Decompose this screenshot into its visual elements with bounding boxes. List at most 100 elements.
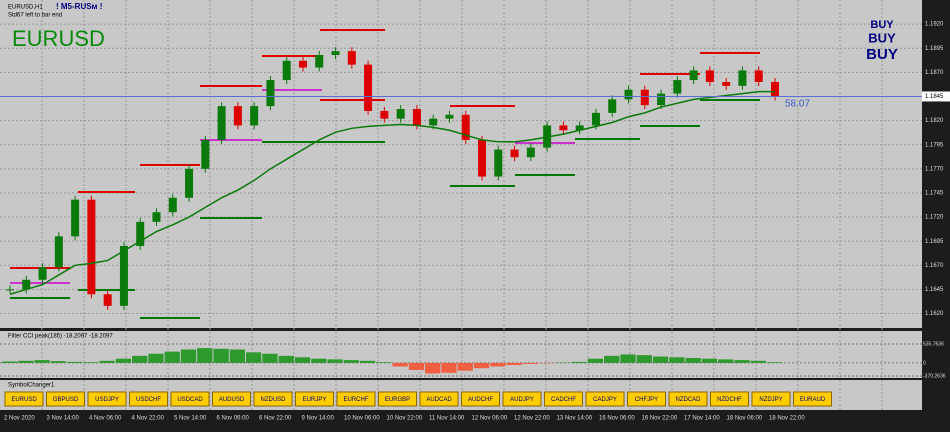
buy-signal: BUY	[868, 30, 896, 45]
candle	[22, 279, 31, 290]
symbol-button-label[interactable]: AUDUSD	[219, 397, 245, 403]
symbol-button[interactable]	[751, 391, 791, 407]
symbol-button-label[interactable]: AUDJPY	[510, 397, 534, 403]
osc-bar	[473, 362, 490, 369]
symbol-button[interactable]	[502, 391, 542, 407]
osc-bar	[408, 362, 425, 370]
candle	[364, 64, 373, 111]
candle	[71, 199, 80, 237]
symbol-button[interactable]	[585, 391, 625, 407]
symbol-button-label[interactable]: NZDJPY	[759, 397, 782, 403]
symbol-button-label[interactable]: USDCHF	[136, 397, 161, 403]
osc-bar	[636, 355, 652, 363]
time-label: 12 Nov 06:00	[472, 416, 508, 422]
time-axis-bg	[0, 410, 950, 432]
candle	[461, 114, 470, 140]
symbol-button[interactable]	[87, 391, 127, 407]
symbol-button[interactable]	[4, 391, 44, 407]
symbol-button[interactable]	[295, 391, 334, 407]
osc-bar	[457, 362, 473, 371]
symbol-button-label[interactable]: AUDCHF	[468, 397, 493, 403]
candle	[445, 114, 454, 119]
candle	[396, 109, 405, 119]
symbol-button-label[interactable]: GBPUSD	[53, 397, 79, 403]
symbol-button[interactable]	[212, 391, 251, 407]
candle	[87, 199, 96, 295]
symbol-button-label[interactable]: EURCHF	[344, 397, 369, 403]
candle	[624, 89, 633, 100]
time-label: 10 Nov 22:00	[387, 416, 423, 422]
time-label: 3 Nov 14:00	[47, 416, 80, 422]
candle	[315, 54, 324, 68]
osc-bar	[229, 349, 246, 363]
symbol-panel-title: SymbolChanger1	[8, 383, 55, 389]
candle	[6, 289, 14, 291]
price-tick-label: 1.1645	[925, 287, 944, 293]
symbol-button[interactable]	[627, 391, 666, 407]
osc-bar	[620, 354, 636, 363]
big-symbol: EURUSD	[12, 26, 105, 51]
symbol-button[interactable]	[46, 391, 85, 407]
symbol-button[interactable]	[668, 391, 708, 407]
time-label: 12 Nov 22:00	[514, 416, 550, 422]
osc-bar	[246, 352, 262, 363]
osc-bar	[604, 355, 620, 363]
symbol-button[interactable]	[544, 391, 583, 407]
candle	[478, 139, 487, 177]
osc-bar	[766, 362, 783, 363]
time-label: 4 Nov 06:00	[89, 416, 122, 422]
osc-bar	[441, 362, 457, 373]
osc-bar	[294, 357, 311, 363]
symbol-button-label[interactable]: CADCHF	[551, 397, 576, 403]
time-label: 11 Nov 14:00	[429, 416, 465, 422]
candle	[673, 80, 682, 94]
time-label: 18 Nov 22:00	[769, 416, 805, 422]
price-tick-label: 1.1920	[925, 22, 944, 28]
time-label: 13 Nov 14:00	[557, 416, 593, 422]
symbol-button[interactable]	[710, 391, 749, 407]
price-tick-label: 1.1820	[925, 118, 944, 124]
symbol-button-label[interactable]: NZDCHF	[717, 397, 742, 403]
symbol-button-label[interactable]: CHFJPY	[635, 397, 658, 403]
osc-bar	[750, 360, 766, 363]
osc-bar	[311, 358, 327, 363]
osc-bar	[359, 360, 376, 363]
symbol-button-label[interactable]: NZDCAD	[676, 397, 702, 403]
symbol-button-label[interactable]: EURJPY	[303, 397, 327, 403]
price-tick-label: 1.1770	[925, 166, 944, 172]
symbol-button[interactable]	[336, 391, 376, 407]
osc-bar	[83, 362, 99, 363]
candle	[119, 246, 128, 306]
symbol-button-label[interactable]: NZDUSD	[261, 397, 287, 403]
symbol-button-label[interactable]: USDJPY	[95, 397, 119, 403]
candle	[738, 70, 747, 86]
symbol-button[interactable]	[378, 391, 417, 407]
symbol-button-label[interactable]: EURUSD	[11, 397, 37, 403]
price-tick-label: 1.1745	[925, 191, 944, 197]
osc-bar	[669, 357, 685, 363]
symbol-button-label[interactable]: USDCAD	[177, 397, 203, 403]
osc-tick-label: -370.2636	[923, 373, 946, 379]
time-label: 6 Nov 22:00	[259, 416, 292, 422]
buy-signal: BUY	[866, 46, 898, 63]
symbol-button[interactable]	[253, 391, 293, 407]
symbol-button-label[interactable]: EURAUD	[800, 397, 826, 403]
candle	[412, 109, 421, 126]
symbol-button[interactable]	[170, 391, 210, 407]
moving-average	[9, 90, 775, 295]
symbol-button[interactable]	[793, 391, 832, 407]
candle	[201, 139, 210, 169]
symbol-button-label[interactable]: AUDCAD	[426, 397, 452, 403]
candle	[217, 106, 226, 140]
osc-bar	[99, 360, 115, 363]
symbol-button-label[interactable]: EURGBP	[385, 397, 410, 403]
symbol-button-label[interactable]: CADJPY	[593, 397, 617, 403]
osc-bg	[0, 331, 922, 378]
bar-timer: Std67 left to bar end	[8, 13, 62, 19]
symbol-button[interactable]	[419, 391, 459, 407]
candle	[705, 70, 714, 82]
symbol-button[interactable]	[461, 391, 500, 407]
time-label: 10 Nov 06:00	[344, 416, 380, 422]
symbol-button[interactable]	[129, 391, 168, 407]
osc-bar	[652, 356, 669, 363]
